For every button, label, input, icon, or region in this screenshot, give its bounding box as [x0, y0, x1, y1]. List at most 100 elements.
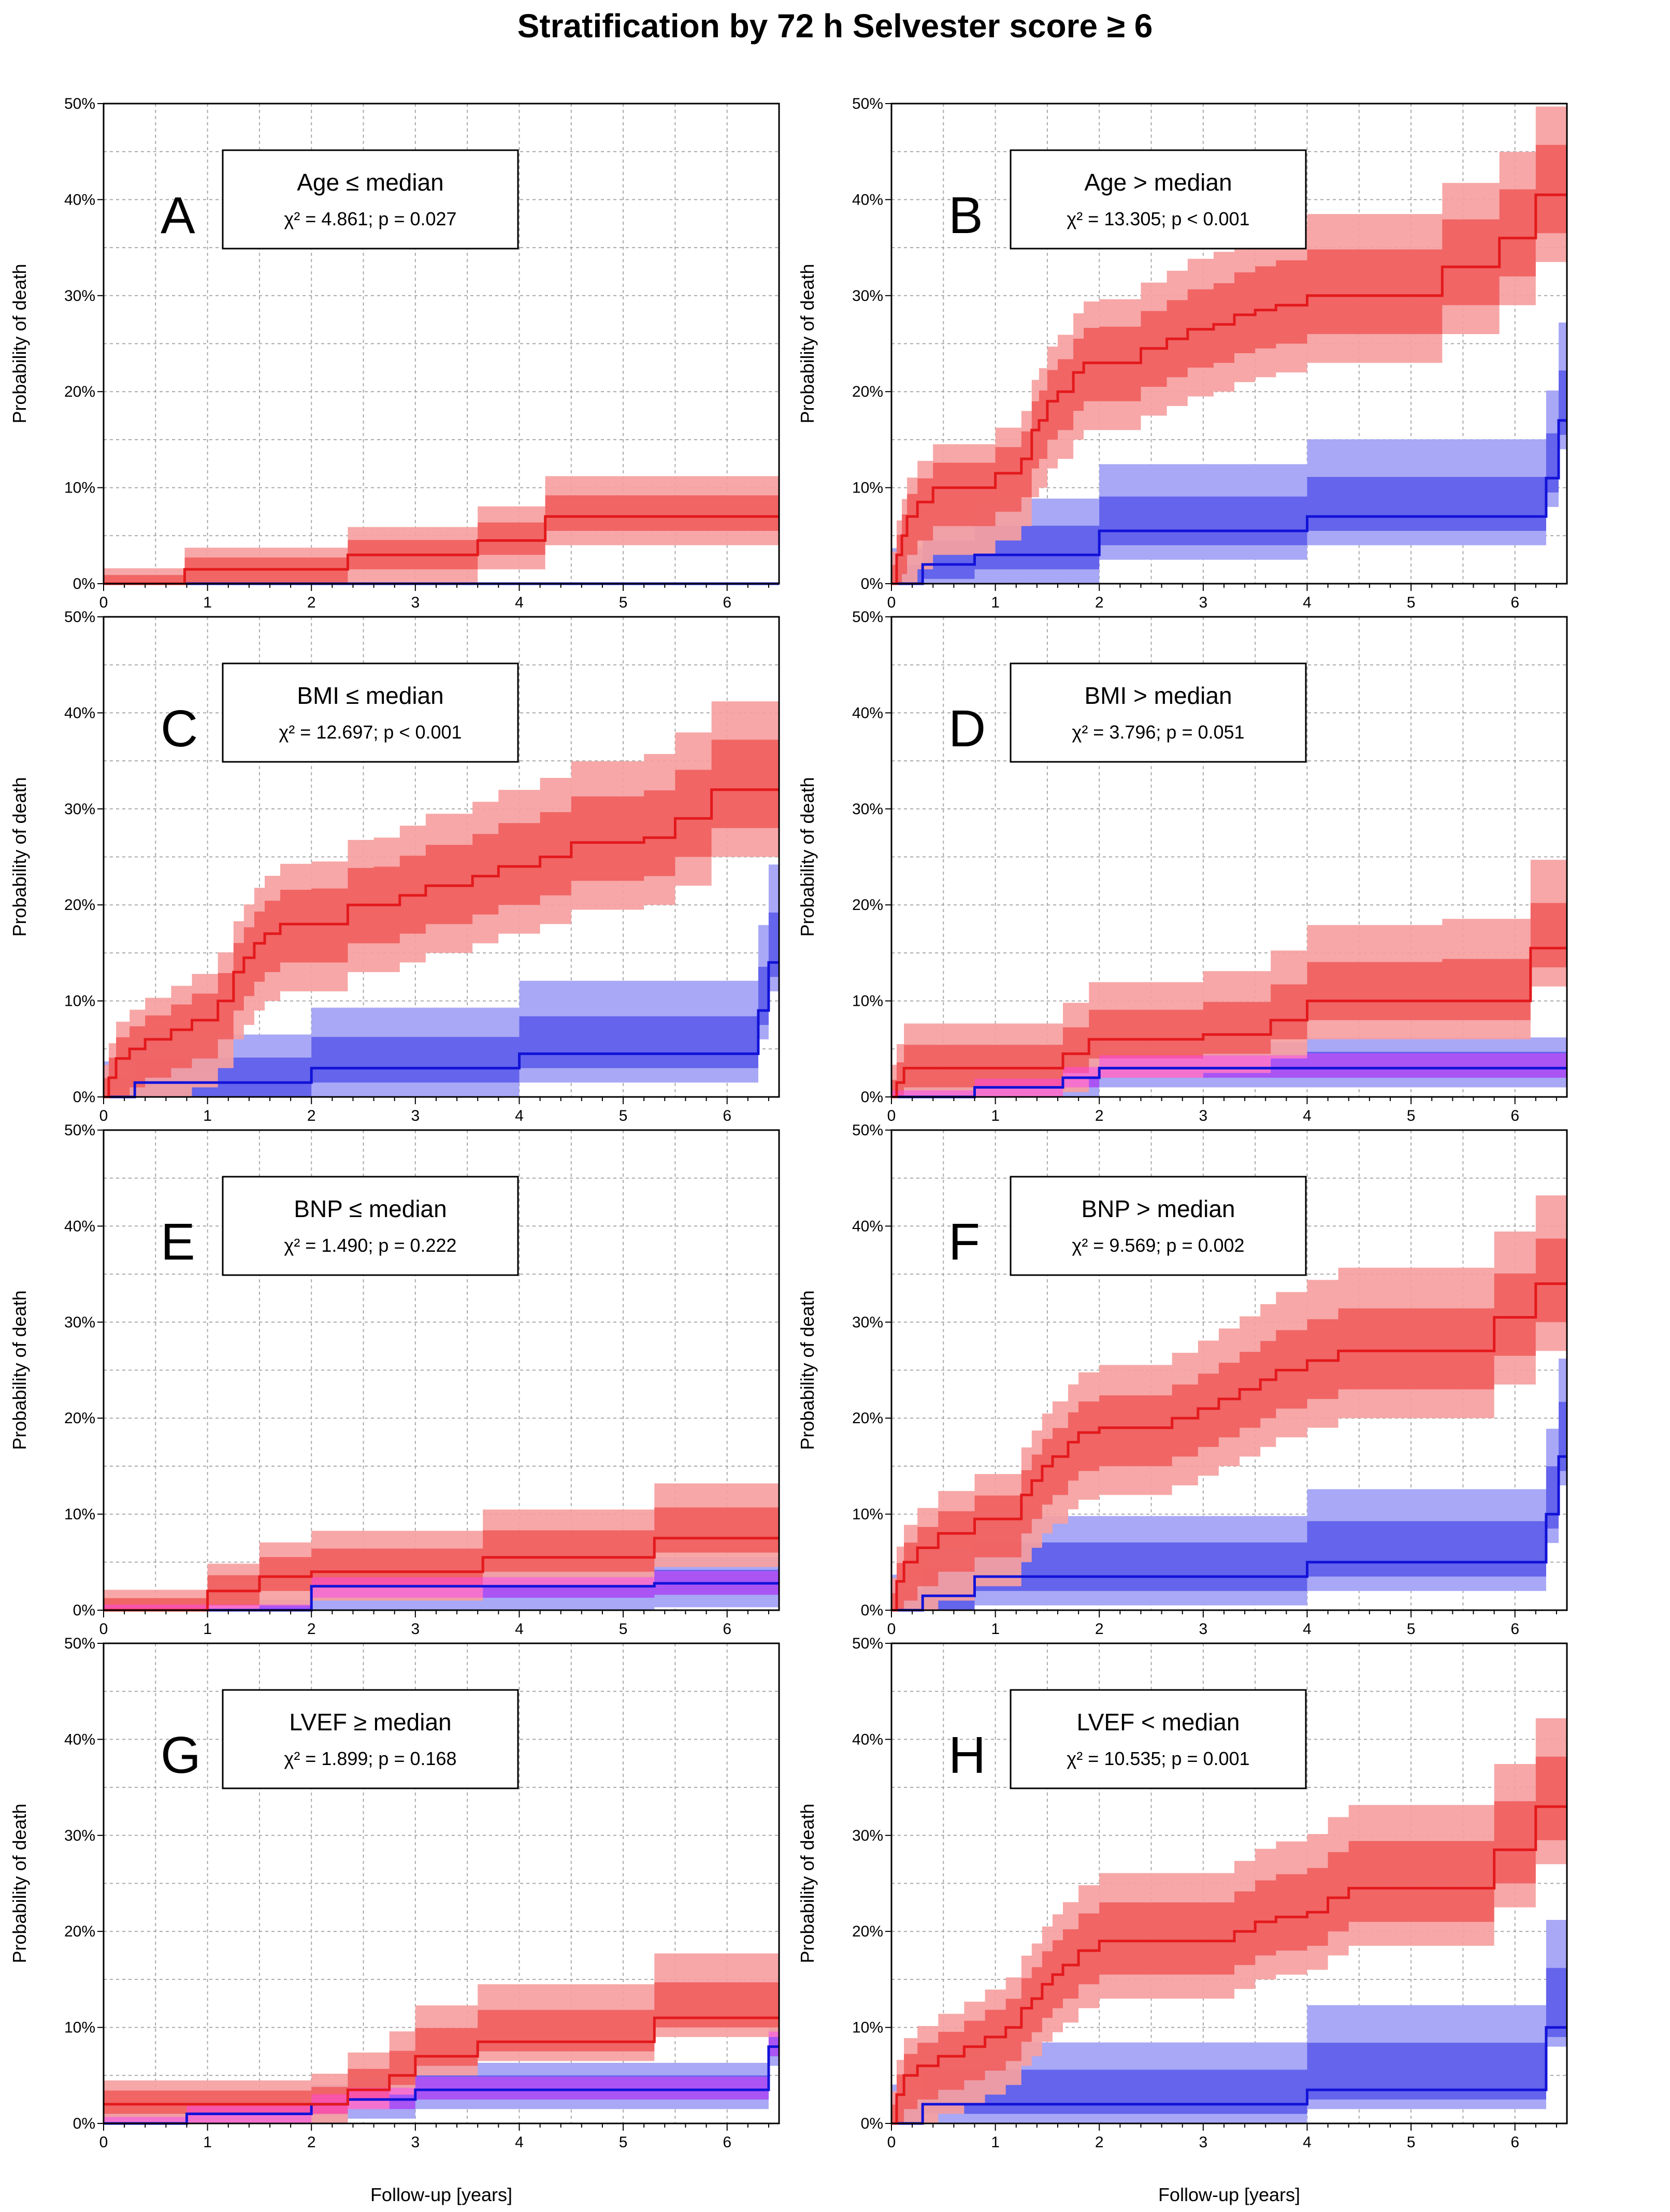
- x-axis-title: Follow-up [years]: [1158, 2184, 1300, 2205]
- y-tick-label: 40%: [64, 191, 95, 208]
- y-tick-label: 30%: [64, 287, 95, 305]
- stat-text: χ² = 9.569; p = 0.002: [1072, 1235, 1244, 1256]
- y-tick-label: 10%: [852, 993, 883, 1010]
- high-group-ci-inner-band: [891, 1238, 1567, 1610]
- y-axis-title: Probability of death: [797, 777, 818, 936]
- subgroup-label: Age > median: [1084, 169, 1232, 196]
- x-tick-label: 5: [1407, 1621, 1416, 1638]
- x-tick-label: 0: [887, 594, 896, 611]
- x-tick-label: 3: [411, 594, 420, 611]
- stat-box: [222, 149, 519, 250]
- x-tick-label: 2: [1095, 2134, 1104, 2151]
- high-group-km-line: [104, 788, 779, 1098]
- x-tick-label: 4: [515, 2134, 524, 2151]
- x-tick-label: 4: [515, 594, 524, 611]
- x-tick-label: 3: [411, 1621, 420, 1638]
- y-tick-label: 10%: [852, 2019, 883, 2036]
- y-tick-label: 10%: [64, 2019, 95, 2036]
- subgroup-label: BNP > median: [1081, 1195, 1235, 1222]
- x-axis-title: Follow-up [years]: [370, 2184, 512, 2205]
- ci-overlap-band: [104, 2031, 779, 2123]
- subgroup-label: Age ≤ median: [297, 169, 444, 196]
- high-group-ci-inner-band: [104, 1982, 779, 2114]
- x-tick-label: 3: [1199, 1621, 1208, 1638]
- panel-d: 0 1 2 3 4 5 6 0% 10% 20% 30% 40% 50% Probability of d…: [797, 609, 1568, 1124]
- x-tick-label: 2: [307, 1107, 316, 1124]
- y-tick-label: 10%: [64, 1506, 95, 1523]
- stat-text: χ² = 4.861; p = 0.027: [284, 208, 456, 229]
- x-tick-label: 1: [203, 2134, 212, 2151]
- y-tick-label: 0%: [861, 2115, 883, 2132]
- low-group-km-line: [891, 1066, 1567, 1098]
- x-tick-label: 3: [1199, 1107, 1208, 1124]
- x-tick-label: 3: [411, 2134, 420, 2151]
- x-tick-label: 6: [1510, 1107, 1519, 1124]
- y-tick-label: 20%: [64, 897, 95, 914]
- x-tick-label: 2: [1095, 1621, 1104, 1638]
- panel-letter: G: [161, 1726, 201, 1784]
- y-tick-label: 10%: [64, 480, 95, 497]
- x-tick-label: 6: [723, 594, 731, 611]
- y-tick-label: 20%: [64, 383, 95, 400]
- high-group-km-line: [891, 1805, 1567, 2125]
- y-tick-label: 30%: [64, 801, 95, 818]
- x-tick-label: 6: [723, 2134, 731, 2151]
- plot-frame: [103, 616, 780, 1098]
- x-tick-label: 1: [991, 1621, 1000, 1638]
- high-group-km-line: [891, 947, 1567, 1098]
- panel-letter: H: [948, 1726, 986, 1784]
- low-group-ci-inner-band: [104, 2030, 779, 2123]
- x-tick-label: 2: [307, 1621, 316, 1638]
- panel-letter: E: [161, 1213, 195, 1271]
- y-tick-label: 50%: [64, 95, 95, 112]
- y-tick-label: 50%: [64, 1635, 95, 1652]
- y-tick-label: 40%: [64, 1218, 95, 1235]
- panel-letter: F: [948, 1213, 980, 1271]
- y-tick-label: 50%: [852, 95, 883, 112]
- high-group-ci-inner-band: [104, 740, 779, 1097]
- high-group-ci-outer-band: [891, 860, 1567, 1097]
- panel-letter: D: [948, 700, 986, 758]
- y-tick-label: 50%: [852, 1635, 883, 1652]
- panel-f: 0 1 2 3 4 5 6 0% 10% 20% 30% 40% 50% Probability of d…: [797, 1122, 1568, 1638]
- x-tick-label: 4: [1303, 1107, 1312, 1124]
- x-tick-label: 1: [203, 594, 212, 611]
- stat-box: [1010, 1689, 1307, 1789]
- y-tick-label: 20%: [852, 1923, 883, 1940]
- panel-letter: C: [161, 700, 198, 758]
- stat-box: [1010, 1176, 1307, 1276]
- y-axis-title: Probability of death: [9, 777, 30, 936]
- stat-box: [222, 1689, 519, 1789]
- x-tick-label: 0: [99, 2134, 108, 2151]
- stat-text: χ² = 12.697; p < 0.001: [279, 721, 462, 743]
- x-tick-label: 2: [1095, 1107, 1104, 1124]
- x-tick-label: 4: [515, 1107, 524, 1124]
- stat-text: χ² = 1.490; p = 0.222: [284, 1235, 456, 1256]
- y-tick-label: 10%: [852, 480, 883, 497]
- y-tick-label: 40%: [852, 1731, 883, 1748]
- x-tick-label: 4: [1303, 1621, 1312, 1638]
- subgroup-label: BNP ≤ median: [294, 1195, 447, 1222]
- y-tick-label: 0%: [861, 1602, 883, 1619]
- x-tick-label: 1: [991, 2134, 1000, 2151]
- panel-h: 0 1 2 3 4 5 6 0% 10% 20% 30% 40% 50% Probability of d…: [797, 1635, 1568, 2151]
- stat-box: [1010, 149, 1307, 250]
- high-group-km-line: [891, 193, 1567, 585]
- x-tick-label: 3: [1199, 594, 1208, 611]
- panel-a: 0 1 2 3 4 5 6 0% 10% 20% 30% 40% 50% Probability of d…: [9, 95, 780, 611]
- low-group-km-line: [891, 1455, 1567, 1612]
- x-tick-label: 0: [887, 1107, 896, 1124]
- subgroup-label: BMI > median: [1084, 682, 1232, 709]
- x-tick-label: 6: [723, 1621, 731, 1638]
- x-tick-label: 1: [991, 594, 1000, 611]
- y-tick-label: 30%: [852, 1827, 883, 1844]
- stat-box: [222, 662, 519, 763]
- high-group-ci-inner-band: [891, 903, 1567, 1097]
- plot-frame: [890, 616, 1568, 1098]
- x-tick-label: 6: [723, 1107, 731, 1124]
- high-group-km-line: [891, 1282, 1567, 1612]
- panel-g: 0 1 2 3 4 5 6 0% 10% 20% 30% 40% 50% Probability of d…: [9, 1635, 780, 2151]
- y-tick-label: 40%: [852, 704, 883, 721]
- y-tick-label: 0%: [861, 1089, 883, 1106]
- x-tick-label: 0: [99, 1621, 108, 1638]
